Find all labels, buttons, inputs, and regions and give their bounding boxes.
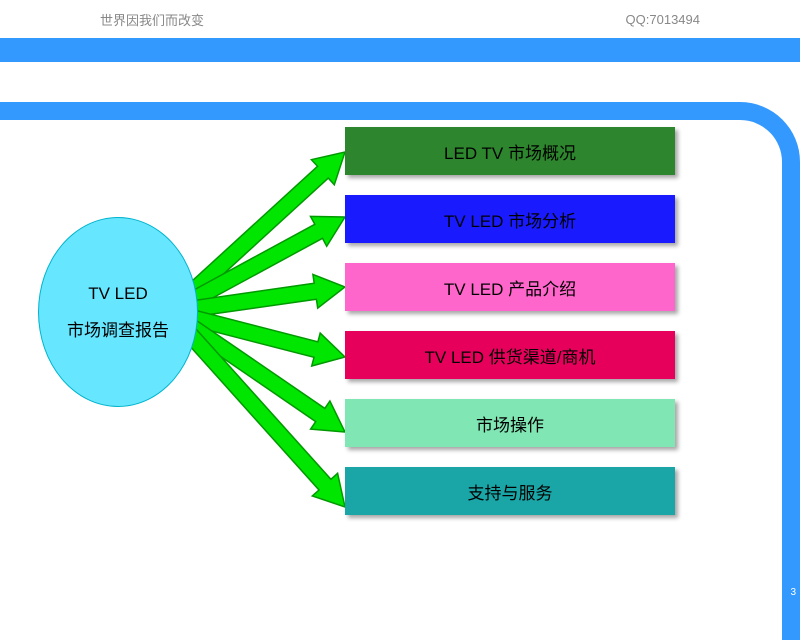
source-ellipse: TV LED 市场调查报告 [38, 217, 198, 407]
topic-box-label: TV LED 市场分析 [444, 207, 576, 232]
header-bar [0, 38, 800, 62]
topic-box-label: TV LED 产品介绍 [444, 275, 576, 300]
topic-box: LED TV 市场概况 [345, 127, 675, 175]
topic-box: TV LED 供货渠道/商机 [345, 331, 675, 379]
source-line2: 市场调查报告 [67, 312, 169, 349]
topic-box: 支持与服务 [345, 467, 675, 515]
topic-box-label: LED TV 市场概况 [444, 139, 576, 164]
topic-box-label: 市场操作 [476, 411, 544, 436]
topic-box: 市场操作 [345, 399, 675, 447]
topic-box-label: TV LED 供货渠道/商机 [425, 343, 596, 368]
header: 世界因我们而改变 QQ:7013494 [0, 0, 800, 38]
topic-box: TV LED 市场分析 [345, 195, 675, 243]
header-right-text: QQ:7013494 [626, 12, 700, 27]
topic-box: TV LED 产品介绍 [345, 263, 675, 311]
header-left-text: 世界因我们而改变 [100, 10, 204, 29]
page-number: 3 [790, 587, 796, 598]
topic-box-label: 支持与服务 [468, 479, 553, 504]
source-line1: TV LED [88, 275, 148, 312]
diagram-canvas: TV LED 市场调查报告 LED TV 市场概况 TV LED 市场分析 TV L… [0, 62, 800, 600]
